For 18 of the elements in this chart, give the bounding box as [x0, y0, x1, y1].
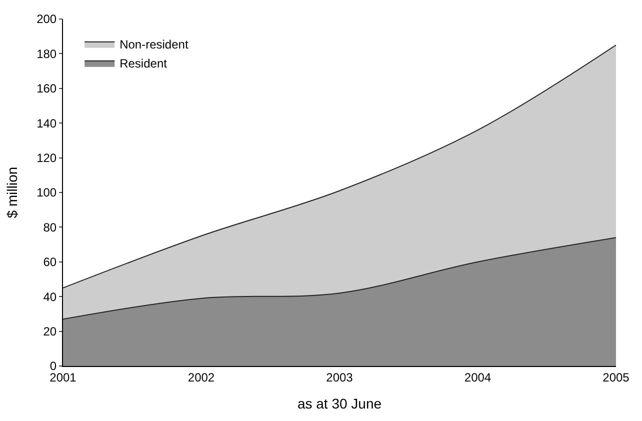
y-tick-label: 100 — [36, 186, 57, 200]
y-tick-label: 80 — [43, 220, 57, 234]
y-tick-label: 120 — [36, 151, 57, 165]
legend-label: Non-resident — [120, 38, 189, 52]
x-tick-label: 2003 — [326, 370, 354, 384]
x-tick-label: 2004 — [464, 370, 492, 384]
y-tick-label: 40 — [43, 290, 57, 304]
y-axis-title: $ million — [4, 166, 20, 218]
y-tick-label: 200 — [36, 12, 57, 26]
y-tick-label: 160 — [36, 82, 57, 96]
x-axis-title: as at 30 June — [297, 396, 382, 412]
x-tick-label: 2005 — [602, 370, 630, 384]
y-tick-label: 140 — [36, 116, 57, 130]
y-tick-label: 20 — [43, 324, 57, 338]
y-tick-label: 60 — [43, 255, 57, 270]
x-tick-label: 2002 — [188, 370, 215, 384]
legend-label: Resident — [120, 56, 168, 71]
y-tick-label: 180 — [36, 46, 57, 61]
